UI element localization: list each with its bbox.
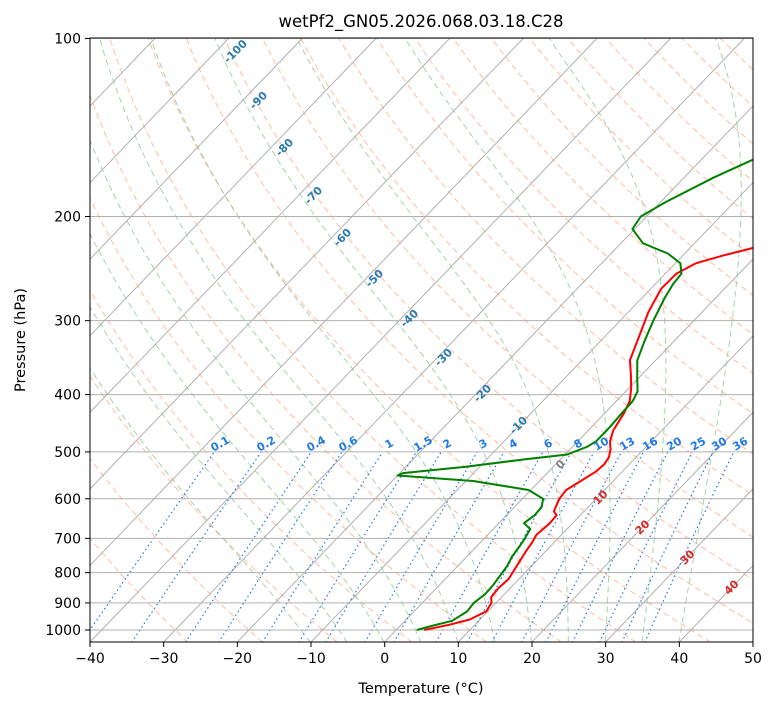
moist-adiabat-line [90, 232, 385, 642]
y-tick-label: 600 [54, 492, 81, 508]
profile-series [396, 158, 753, 631]
isotherm-line [90, 38, 303, 260]
mixing-ratio-line [298, 451, 417, 642]
dry-adiabat-line [90, 289, 413, 642]
moist-adiabat-line [548, 38, 667, 642]
mixing-ratio-line [90, 451, 215, 631]
mixing-ratio-line [364, 451, 478, 642]
dry-adiabat-line [414, 38, 753, 375]
isotherm-line [531, 411, 753, 642]
isotherm-line [236, 105, 753, 642]
x-tick-label: −20 [223, 651, 253, 667]
dry-adiabat-line [109, 38, 637, 642]
x-tick-label: 40 [670, 651, 688, 667]
x-tick-label: 0 [380, 651, 389, 667]
moist-adiabat-line [404, 38, 611, 642]
mixing-ratio-line [621, 451, 714, 642]
dry-adiabat-line [185, 38, 753, 624]
moist-adiabat-line [150, 38, 496, 642]
mixing-ratio-line [466, 451, 572, 642]
plot-frame [89, 37, 754, 643]
x-tick-label: 20 [523, 651, 541, 667]
isotherm-line [457, 334, 753, 642]
x-axis-ticks: −40 −30 −20 −10 0 10 20 30 40 50 [75, 642, 762, 667]
mixing-ratio-line [644, 451, 735, 642]
y-tick-label: 300 [54, 314, 81, 330]
x-tick-label: −10 [296, 651, 326, 667]
moist-adiabat-line [678, 38, 742, 642]
moist-adiabat-line [99, 38, 459, 642]
temperature-profile-line [423, 246, 753, 631]
y-tick-label: 100 [54, 31, 81, 47]
dry-adiabat-line [90, 197, 488, 642]
isotherm-line [383, 258, 753, 642]
mixing-ratio-line [261, 451, 384, 642]
moist-adiabat-line [90, 367, 311, 642]
moist-adiabat-line [90, 138, 422, 642]
x-axis-label: Temperature (°C) [357, 681, 483, 697]
mixing-ratio-line [325, 451, 442, 642]
mixing-ratio-line [491, 451, 595, 642]
mixing-ratio-line [131, 451, 262, 642]
chart-title: wetPf2_GN05.2026.068.03.18.C28 [279, 12, 564, 32]
x-tick-label: −40 [75, 651, 105, 667]
isotherm-line [90, 38, 598, 567]
x-tick-label: 30 [597, 651, 615, 667]
moist-adiabat-line [90, 305, 348, 642]
isotherm-line [604, 488, 753, 642]
y-tick-label: 1000 [45, 623, 81, 639]
plot-area: -100-90-80-70-60-50-40-30-20-100.1 0.2 0.4… [90, 38, 753, 642]
y-axis-ticks: 100 200 300 400 500 600 700 800 900 1000 [45, 31, 90, 639]
y-tick-label: 800 [54, 566, 81, 582]
y-tick-label: 900 [54, 596, 81, 612]
y-tick-label: 700 [54, 531, 81, 547]
x-tick-label: 50 [744, 651, 762, 667]
isotherm-line [90, 38, 451, 413]
guide-lines [90, 38, 753, 642]
x-tick-label: −30 [149, 651, 179, 667]
dewpoint-profile-line [396, 158, 753, 631]
y-tick-label: 500 [54, 445, 81, 461]
mixing-ratio-line [598, 451, 694, 642]
dry-adiabat-line [452, 38, 753, 335]
dry-adiabat-line [90, 93, 562, 642]
moist-adiabat-line [296, 38, 569, 642]
mixing-ratio-line [218, 451, 343, 642]
isotherm-line [162, 38, 745, 642]
isotherm-line [90, 38, 672, 642]
isotherm-line [90, 38, 230, 184]
y-tick-label: 400 [54, 388, 81, 404]
isotherm-line [90, 38, 524, 490]
mixing-ratio-line [571, 451, 669, 642]
y-axis-label: Pressure (hPa) [13, 288, 29, 392]
dry-adiabat-line [147, 38, 712, 642]
moist-adiabat-line [214, 38, 532, 642]
y-tick-label: 200 [54, 209, 81, 225]
dry-adiabat-line [90, 375, 338, 642]
x-tick-label: 10 [449, 651, 467, 667]
isotherm-line [90, 38, 377, 337]
dry-adiabat-line [90, 457, 264, 642]
mixing-ratio-line [184, 451, 312, 642]
